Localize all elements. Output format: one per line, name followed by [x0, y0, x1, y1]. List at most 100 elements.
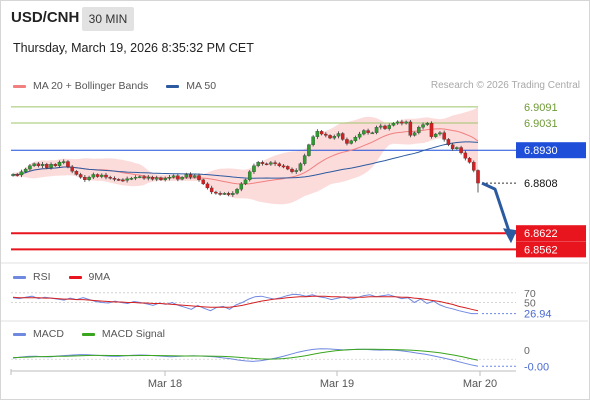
x-axis: Mar 18 Mar 19 Mar 20 [1, 262, 588, 390]
candle [302, 153, 307, 166]
candle [61, 159, 66, 165]
candle-body [205, 183, 210, 189]
candle-body [387, 125, 391, 129]
last-price-label: 6.8808 [524, 178, 558, 190]
candle-body [429, 123, 434, 137]
candle-body [104, 174, 108, 178]
candle [256, 160, 260, 168]
macd-legend: MACD MACD Signal [13, 328, 183, 340]
timeframe-button[interactable]: 30 MIN [82, 7, 134, 31]
candle [218, 191, 222, 196]
candle [315, 129, 320, 139]
pivot-tag [516, 142, 586, 159]
candle-body [379, 125, 383, 128]
legend-swatch-ma20 [13, 84, 26, 88]
legend-item-macd-signal: MACD Signal [81, 328, 165, 340]
candle [429, 121, 434, 139]
bollinger-band-fill [13, 107, 478, 205]
candle-body [421, 124, 425, 128]
candle-body [239, 183, 244, 190]
candle [374, 125, 379, 135]
candle [23, 167, 28, 174]
candle-body [176, 175, 180, 180]
legend-label-rsi: RSI [33, 271, 51, 283]
candle-body [290, 168, 294, 172]
candle-body [218, 193, 222, 195]
candle [197, 173, 201, 182]
candle [49, 162, 53, 170]
candle-body [417, 127, 421, 133]
candle [201, 178, 205, 185]
legend-label-macd: MACD [33, 328, 64, 340]
candle-body [391, 123, 396, 126]
legend-label-rsi-ma: 9MA [88, 271, 111, 283]
candle-body [438, 132, 442, 135]
candle-body [184, 174, 189, 178]
candle [15, 172, 19, 177]
candle-body [281, 165, 286, 168]
candle [125, 176, 129, 183]
candle-body [286, 166, 290, 170]
ma50-line [12, 141, 479, 179]
candle [387, 123, 391, 131]
candle [467, 156, 472, 164]
candle [184, 172, 189, 179]
candle-body [319, 131, 324, 135]
macd-panel: 0 -0.00 [11, 345, 549, 373]
candle-body [116, 179, 121, 181]
macd-signal-line [12, 348, 479, 361]
candle-body [243, 179, 248, 185]
candle-body [442, 132, 446, 140]
candle-body [125, 178, 129, 181]
candle [239, 182, 244, 192]
candle-body [252, 165, 256, 172]
candle-body [311, 136, 315, 145]
legend-item-macd: MACD [13, 328, 64, 340]
legend-item-ma20: MA 20 + Bollinger Bands [13, 80, 148, 92]
candle-body [74, 171, 79, 175]
candle-body [459, 147, 463, 154]
candle-body [87, 177, 91, 180]
candle [328, 134, 332, 140]
candle [336, 131, 341, 139]
candle [472, 160, 476, 173]
candle [273, 160, 277, 166]
candle [383, 124, 387, 130]
candle-body [40, 164, 45, 166]
candle-body [78, 174, 83, 178]
candle-body [340, 133, 345, 140]
candle-body [61, 161, 66, 163]
candle-body [53, 164, 58, 166]
candle-body [472, 162, 476, 171]
candle-body [193, 175, 197, 178]
legend-item-ma50: MA 50 [166, 80, 216, 92]
candle-body [412, 132, 417, 136]
level-labels: 6.9091 6.9031 6.8930 6.8808 6.8622 6.8562 [516, 102, 586, 258]
rsi-level-label-1: 50 [524, 298, 536, 310]
candle-body [142, 176, 146, 179]
candle [442, 130, 446, 142]
candle-body [150, 177, 155, 180]
candle-body [209, 187, 214, 193]
candle-body [28, 165, 32, 170]
candle [100, 173, 104, 179]
candle-body [273, 162, 277, 164]
candle-body [425, 123, 430, 125]
candle-body [159, 177, 163, 180]
candle-body [463, 152, 468, 159]
legend-swatch-macd [13, 332, 26, 336]
candle-body [476, 170, 480, 184]
candle [121, 178, 125, 183]
candle-body [383, 125, 387, 129]
candle-body [167, 177, 172, 179]
candle [307, 143, 311, 157]
candle-body [138, 176, 142, 178]
candle-body [15, 174, 19, 176]
candle-body [269, 162, 273, 165]
candle [188, 172, 193, 180]
candle [180, 176, 184, 181]
candle-body [49, 164, 53, 168]
candle-body [324, 133, 328, 136]
legend-swatch-rsi-ma [68, 275, 82, 279]
